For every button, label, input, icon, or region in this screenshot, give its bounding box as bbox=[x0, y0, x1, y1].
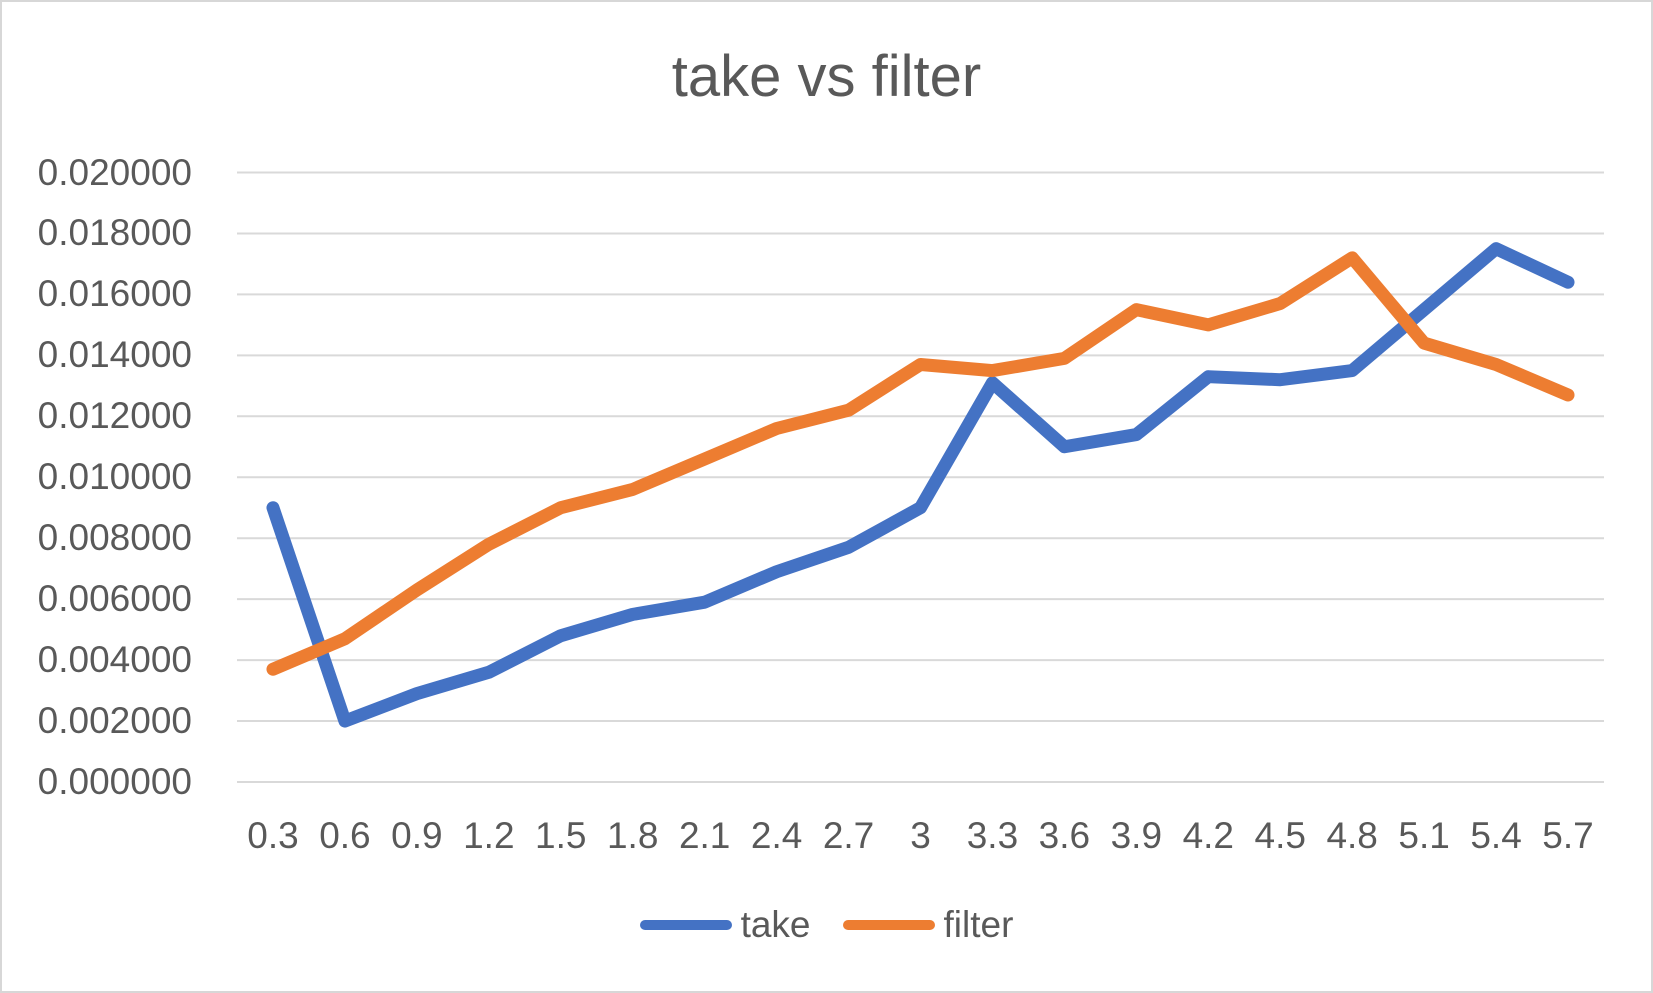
y-axis-tick-label: 0.004000 bbox=[37, 639, 192, 681]
filter-series-label: filter bbox=[943, 904, 1014, 945]
x-axis-tick-label: 4.5 bbox=[1254, 815, 1306, 856]
take-series-line bbox=[266, 242, 1575, 728]
x-axis-tick-label: 3.6 bbox=[1038, 815, 1091, 856]
x-axis-tick-label: 5.4 bbox=[1470, 815, 1522, 856]
chart-title: take vs filter bbox=[671, 44, 982, 109]
x-axis-tick-label: 1.2 bbox=[463, 815, 515, 856]
y-axis-tick-label: 0.008000 bbox=[37, 517, 192, 559]
y-axis-tick-label: 0.002000 bbox=[37, 700, 192, 742]
x-axis-tick-label: 4.8 bbox=[1326, 815, 1378, 856]
x-axis-tick-label: 1.5 bbox=[535, 815, 587, 856]
x-axis-tick-label: 5.1 bbox=[1398, 815, 1450, 856]
x-axis-tick-label: 2.4 bbox=[750, 815, 803, 856]
take-series-swatch bbox=[639, 920, 732, 930]
x-axis-tick-label: 2.1 bbox=[678, 815, 731, 856]
x-axis-tick-label: 5.7 bbox=[1542, 815, 1594, 856]
y-axis-tick-label: 0.018000 bbox=[37, 212, 192, 254]
filter-series-swatch bbox=[842, 920, 935, 930]
x-axis-tick-label: 2.7 bbox=[822, 815, 875, 856]
x-axis-tick-label: 0.6 bbox=[319, 815, 371, 856]
y-axis-tick-label: 0.010000 bbox=[37, 456, 192, 498]
y-axis-tick-label: 0.014000 bbox=[37, 334, 192, 376]
take-series-label: take bbox=[740, 904, 811, 945]
x-axis-tick-label: 4.2 bbox=[1182, 815, 1234, 856]
x-axis-tick-label: 0.3 bbox=[247, 815, 299, 856]
x-axis-tick-label: 3.3 bbox=[966, 815, 1019, 856]
x-axis-tick-label: 3 bbox=[910, 815, 931, 856]
legend: take filter bbox=[2, 903, 1651, 947]
x-axis-tick-label: 1.8 bbox=[606, 815, 659, 856]
y-axis-tick-label: 0.020000 bbox=[37, 151, 192, 193]
x-axis-tick-label: 0.9 bbox=[391, 815, 443, 856]
y-axis-tick-label: 0.006000 bbox=[37, 578, 192, 620]
legend-item-take: take bbox=[639, 903, 811, 947]
filter-series-line bbox=[266, 251, 1575, 676]
y-axis-tick-label: 0.012000 bbox=[37, 395, 192, 437]
legend-item-filter: filter bbox=[842, 903, 1014, 947]
x-axis-tick-label: 3.9 bbox=[1110, 815, 1163, 856]
y-axis-tick-label: 0.000000 bbox=[37, 761, 192, 802]
y-axis-tick-label: 0.016000 bbox=[37, 273, 192, 315]
